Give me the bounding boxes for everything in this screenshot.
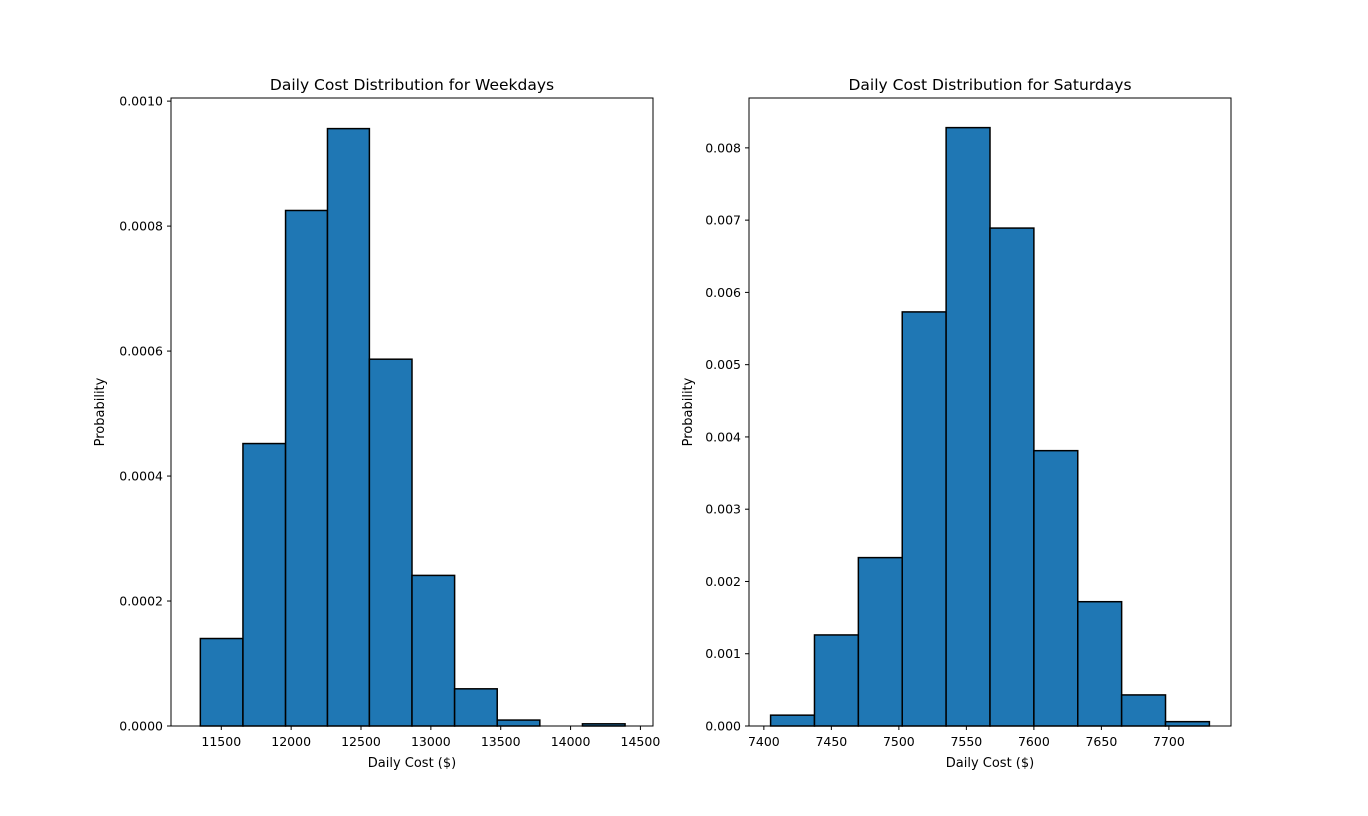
weekday-y-tick-label: 0.0002 — [119, 594, 163, 609]
saturday-y-tick-label: 0.000 — [705, 719, 741, 734]
weekday-x-tick-label: 12500 — [341, 734, 381, 749]
saturday-x-tick-label: 7600 — [1018, 734, 1050, 749]
saturday-bar-1 — [813, 634, 860, 727]
saturday-x-tick-label: 7500 — [883, 734, 915, 749]
saturday-y-tick-label: 0.002 — [705, 574, 741, 589]
saturday-bar-3 — [901, 311, 947, 727]
saturday-y-tick-label: 0.004 — [705, 429, 741, 444]
weekday-bar-0 — [199, 637, 244, 727]
saturday-chart-title: Daily Cost Distribution for Saturdays — [848, 76, 1131, 94]
saturday-x-tick-label: 7450 — [815, 734, 847, 749]
saturday-histogram: Daily Cost Distribution for Saturdays Da… — [681, 76, 1232, 771]
weekday-x-axis-label: Daily Cost ($) — [368, 756, 456, 771]
saturday-y-tick-label: 0.007 — [705, 213, 741, 228]
weekday-x-tick-label: 14500 — [621, 734, 661, 749]
weekday-y-ticks: 0.0000 0.0002 0.0004 0.0006 0.0008 0.0010 — [119, 94, 171, 734]
weekday-histogram: Daily Cost Distribution for Weekdays Dai… — [93, 76, 660, 771]
saturday-bar-4 — [945, 126, 991, 727]
saturday-x-ticks: 7400 7450 7500 7550 7600 7650 7700 — [748, 726, 1185, 749]
saturday-y-axis-label: Probability — [681, 377, 696, 446]
saturday-y-tick-label: 0.006 — [705, 285, 741, 300]
saturday-x-axis-label: Daily Cost ($) — [946, 756, 1034, 771]
weekday-bar-2 — [284, 209, 329, 727]
weekday-bar-4 — [368, 358, 413, 727]
saturday-bars — [769, 126, 1211, 727]
saturday-axes-frame — [748, 97, 1232, 727]
weekday-x-tick-label: 12000 — [271, 734, 311, 749]
weekday-bars — [199, 127, 626, 727]
weekday-bar-1 — [242, 442, 287, 727]
saturday-bar-2 — [857, 556, 903, 727]
saturday-x-tick-label: 7400 — [748, 734, 780, 749]
weekday-x-tick-label: 14000 — [551, 734, 591, 749]
weekday-bar-3 — [326, 127, 371, 727]
saturday-bar-5 — [989, 227, 1035, 727]
saturday-y-tick-label: 0.005 — [705, 357, 741, 372]
weekday-bar-7 — [496, 719, 541, 727]
weekday-y-tick-label: 0.0008 — [119, 219, 163, 234]
weekday-x-tick-label: 11500 — [201, 734, 241, 749]
saturday-y-tick-label: 0.001 — [705, 646, 741, 661]
saturday-y-tick-label: 0.003 — [705, 502, 741, 517]
weekday-bar-5 — [411, 574, 456, 727]
saturday-bar-6 — [1033, 449, 1079, 727]
saturday-bar-7 — [1077, 600, 1123, 727]
weekday-y-tick-label: 0.0010 — [119, 94, 163, 109]
saturday-x-tick-label: 7700 — [1153, 734, 1185, 749]
weekday-y-axis-label: Probability — [93, 377, 108, 446]
saturday-bar-9 — [1164, 720, 1211, 727]
saturday-bar-8 — [1120, 694, 1167, 727]
weekday-x-tick-label: 13000 — [411, 734, 451, 749]
saturday-y-tick-label: 0.008 — [705, 140, 741, 155]
weekday-x-ticks: 11500 12000 12500 13000 13500 14000 14500 — [201, 726, 660, 749]
saturday-y-ticks: 0.000 0.001 0.002 0.003 0.004 0.005 0.006 0.007… — [705, 140, 749, 734]
weekday-chart-title: Daily Cost Distribution for Weekdays — [270, 76, 554, 94]
weekday-y-tick-label: 0.0000 — [119, 719, 163, 734]
weekday-axes-frame — [170, 97, 654, 727]
saturday-x-tick-label: 7550 — [950, 734, 982, 749]
weekday-bar-6 — [453, 688, 498, 727]
weekday-y-tick-label: 0.0006 — [119, 344, 163, 359]
saturday-bar-0 — [769, 714, 816, 727]
weekday-x-tick-label: 13500 — [481, 734, 521, 749]
saturday-x-tick-label: 7650 — [1085, 734, 1117, 749]
weekday-y-tick-label: 0.0004 — [119, 469, 163, 484]
